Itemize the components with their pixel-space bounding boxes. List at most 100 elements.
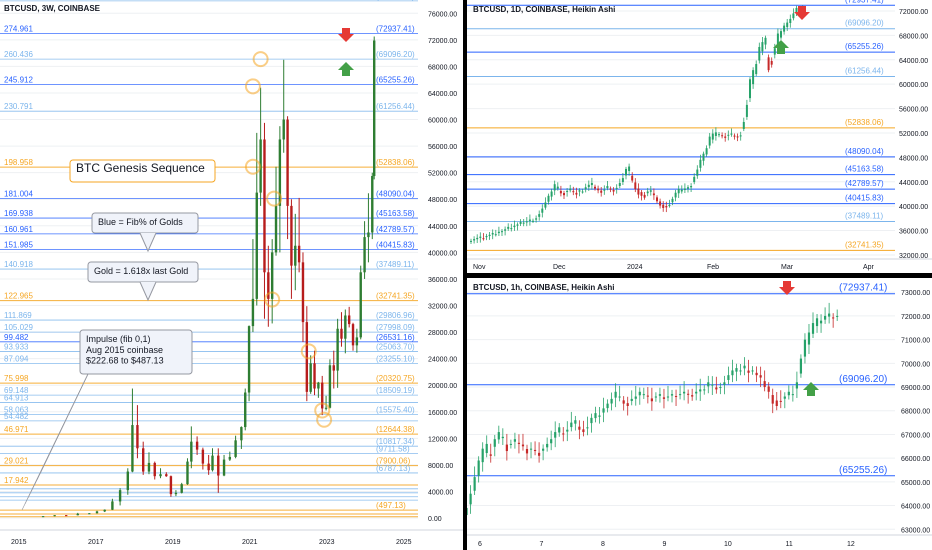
panel-divider-horizontal[interactable] <box>463 273 932 278</box>
candle-body <box>666 396 670 398</box>
candle-body <box>811 323 815 334</box>
fib-price-label: (48090.04) <box>376 190 415 199</box>
fib-price-label: (40415.83) <box>376 241 415 250</box>
y-tick-label: 28000.00 <box>428 330 457 337</box>
candle-body <box>674 396 678 398</box>
highlight-circle <box>316 411 333 428</box>
candle-body <box>528 219 531 221</box>
arrow-down-icon <box>794 6 810 20</box>
candle-body <box>730 133 733 135</box>
candle-body <box>516 224 519 226</box>
blue-note-label-pointer <box>139 232 157 253</box>
candle-body <box>638 391 641 396</box>
candle-body <box>501 436 504 439</box>
candle-body <box>628 166 631 172</box>
fib-level-label: 260.436 <box>4 50 33 59</box>
x-tick-label: Feb <box>707 264 719 271</box>
y-tick-label: 40000.00 <box>428 250 457 257</box>
chart-1h-svg[interactable]: (72937.41) (69096.20) (65255.26) 63000.00 64… <box>467 278 932 550</box>
candle-body <box>739 370 742 372</box>
candle-body <box>65 515 68 517</box>
candle-body <box>263 139 266 273</box>
fib-level-label: 297.898 <box>4 0 33 1</box>
chart-1d-title: BTCUSD, 1D, COINBASE, Heikin Ashi <box>473 5 616 14</box>
candle-body <box>755 372 758 376</box>
y-tick-label: 48000.00 <box>899 155 928 162</box>
candle-body <box>324 407 328 409</box>
candle-body <box>340 328 343 339</box>
candle-body <box>625 168 627 176</box>
candle-body <box>783 25 786 32</box>
candle-body <box>594 413 597 419</box>
candle-body <box>491 232 494 235</box>
candle-body <box>476 237 479 240</box>
candle-body <box>88 513 91 515</box>
candle-body <box>787 391 790 396</box>
candle-body <box>217 455 220 476</box>
y-tick-label: 60000.00 <box>428 118 457 125</box>
y-tick-label: 12000.00 <box>428 436 457 443</box>
chart-1d-panel[interactable]: (72937.41) (69096.20) (65255.26) (61256.44)… <box>467 0 932 273</box>
candle-body <box>795 7 798 14</box>
fib-price-label: (10817.34) <box>376 437 415 446</box>
highlight-circle <box>300 343 317 360</box>
fib-level-label: 58.063 <box>4 406 29 415</box>
chart-1h-panel[interactable]: (72937.41) (69096.20) (65255.26) 63000.00 64… <box>467 278 932 550</box>
candle-body <box>470 240 472 242</box>
arrow-down-icon <box>779 281 795 295</box>
level-price-label: (72937.41) <box>839 283 887 294</box>
y-tick-label: 32000.00 <box>428 304 457 311</box>
fib-price-label: (6787.13) <box>376 464 411 473</box>
candle-body <box>278 139 282 206</box>
chart-3w-svg[interactable]: 297.898 (77872.47) 274.961 (72937.41) 260.43… <box>0 0 463 550</box>
candle-body <box>783 396 786 399</box>
candle-body <box>723 382 726 385</box>
candle-body <box>747 370 750 373</box>
candle-body <box>780 31 782 38</box>
candle-body <box>519 222 522 224</box>
candle-body <box>707 382 710 387</box>
candle-body <box>733 135 736 137</box>
candle-body <box>159 474 162 477</box>
candle-body <box>533 449 537 452</box>
candle-body <box>481 448 484 463</box>
y-tick-label: 20000.00 <box>428 383 457 390</box>
y-tick-label: 64000.00 <box>901 504 930 511</box>
x-tick-label: 10 <box>724 541 732 548</box>
fib-level-label: 111.869 <box>4 311 32 320</box>
candle-body <box>572 191 575 193</box>
fib-level-label: 17.942 <box>4 476 29 485</box>
fib-level-label: 64.913 <box>4 394 29 403</box>
candle-body <box>373 40 376 176</box>
candle-body <box>222 459 226 476</box>
candle-body <box>705 148 708 155</box>
chart-3w-panel[interactable]: 297.898 (77872.47) 274.961 (72937.41) 260.43… <box>0 0 463 550</box>
candle-body <box>789 18 792 23</box>
candle-body <box>618 396 621 398</box>
fib-level-label: 99.482 <box>4 333 29 342</box>
candle-body <box>642 394 645 396</box>
y-tick-label: 73000.00 <box>901 290 930 297</box>
candle-body <box>566 429 569 432</box>
y-tick-label: 56000.00 <box>428 144 457 151</box>
candle-body <box>541 208 544 213</box>
y-tick-label: 16000.00 <box>428 410 457 417</box>
chart-1d-svg[interactable]: (72937.41) (69096.20) (65255.26) (61256.44)… <box>467 0 932 273</box>
candle-body <box>751 370 754 372</box>
candle-body <box>602 408 605 413</box>
candle-body <box>770 61 773 65</box>
candle-body <box>131 425 134 472</box>
candle-body <box>634 396 637 399</box>
candle-body <box>501 231 503 233</box>
candle-body <box>654 396 658 398</box>
candle-body <box>578 426 581 430</box>
x-tick-label: 8 <box>601 541 605 548</box>
x-tick-label: 2019 <box>165 539 181 546</box>
candle-body <box>467 507 468 516</box>
gold-note-label-pointer <box>139 281 157 302</box>
y-tick-label: 70000.00 <box>901 361 930 368</box>
candle-body <box>739 135 742 137</box>
candle-body <box>758 46 761 61</box>
candle-body <box>727 134 730 136</box>
level-price-label: (42789.57) <box>845 179 884 188</box>
